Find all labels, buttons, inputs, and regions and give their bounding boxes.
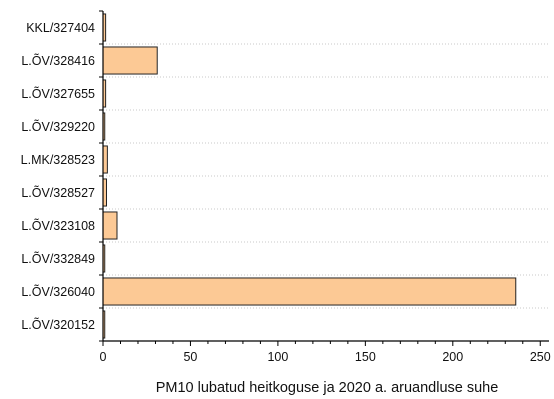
y-tick-label: L.ÕV/320152 <box>21 317 95 332</box>
bar <box>102 277 517 306</box>
bar <box>102 46 158 75</box>
y-tick-label: L.ÕV/332849 <box>21 251 95 266</box>
x-tick-label: 250 <box>530 350 551 364</box>
axes <box>99 10 549 346</box>
y-tick-label: L.ÕV/326040 <box>21 284 95 299</box>
x-tick-labels: 0 50 100 150 200 250 <box>100 350 551 364</box>
x-tick-label: 100 <box>267 350 288 364</box>
y-tick-label: L.ÕV/327655 <box>21 86 95 101</box>
y-tick-label: KKL/327404 <box>26 21 95 35</box>
grid-lines <box>103 43 549 309</box>
y-tick-label: L.ÕV/328527 <box>21 185 95 200</box>
bars <box>102 13 517 339</box>
x-tick-label: 50 <box>183 350 197 364</box>
y-tick-label: L.MK/328523 <box>21 153 95 167</box>
x-axis-title: PM10 lubatud heitkoguse ja 2020 a. aruan… <box>156 380 499 396</box>
y-tick-labels: KKL/327404 L.ÕV/328416 L.ÕV/327655 L.ÕV/329… <box>21 21 95 332</box>
y-tick-label: L.ÕV/329220 <box>21 119 95 134</box>
x-tick-label: 150 <box>355 350 376 364</box>
x-tick-label: 200 <box>442 350 463 364</box>
x-tick-label: 0 <box>100 350 107 364</box>
bar <box>102 145 108 174</box>
bar <box>102 211 118 240</box>
y-tick-label: L.ÕV/323108 <box>21 218 95 233</box>
y-tick-label: L.ÕV/328416 <box>21 53 95 68</box>
